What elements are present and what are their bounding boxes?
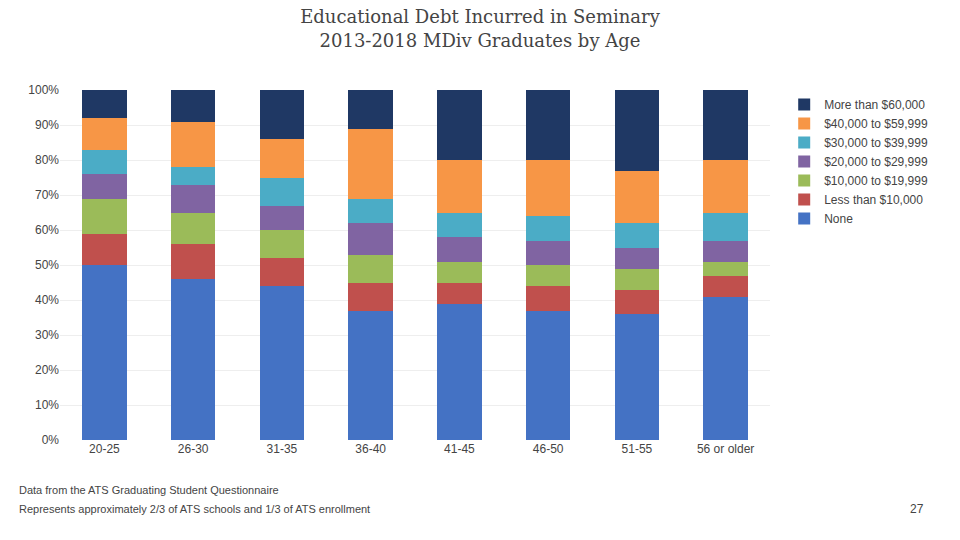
svg-text:27: 27: [910, 502, 924, 516]
svg-text:60%: 60%: [35, 223, 59, 237]
svg-text:36-40: 36-40: [355, 442, 386, 456]
svg-text:90%: 90%: [35, 118, 59, 132]
svg-text:31-35: 31-35: [267, 442, 298, 456]
svg-text:51-55: 51-55: [622, 442, 653, 456]
svg-text:$20,000 to $29,999: $20,000 to $29,999: [824, 155, 928, 169]
svg-text:None: None: [824, 212, 853, 226]
svg-text:100%: 100%: [28, 83, 59, 97]
svg-text:Less than $10,000: Less than $10,000: [824, 193, 923, 207]
svg-text:80%: 80%: [35, 153, 59, 167]
svg-text:56 or older: 56 or older: [697, 442, 754, 456]
svg-text:Represents approximately 2/3 o: Represents approximately 2/3 of ATS scho…: [19, 503, 370, 515]
svg-text:Data from the ATS Graduating S: Data from the ATS Graduating Student Que…: [19, 484, 279, 496]
svg-text:0%: 0%: [42, 433, 60, 447]
svg-text:20-25: 20-25: [89, 442, 120, 456]
svg-text:More than $60,000: More than $60,000: [824, 98, 925, 112]
svg-text:$30,000 to $39,999: $30,000 to $39,999: [824, 136, 928, 150]
svg-text:20%: 20%: [35, 363, 59, 377]
svg-text:40%: 40%: [35, 293, 59, 307]
svg-text:46-50: 46-50: [533, 442, 564, 456]
svg-text:41-45: 41-45: [444, 442, 475, 456]
svg-text:70%: 70%: [35, 188, 59, 202]
svg-text:50%: 50%: [35, 258, 59, 272]
svg-text:$40,000 to $59,999: $40,000 to $59,999: [824, 117, 928, 131]
svg-text:10%: 10%: [35, 398, 59, 412]
svg-text:$10,000 to $19,999: $10,000 to $19,999: [824, 174, 928, 188]
svg-text:26-30: 26-30: [178, 442, 209, 456]
svg-text:30%: 30%: [35, 328, 59, 342]
svg-text:Educational Debt Incurred in S: Educational Debt Incurred in Seminary201…: [300, 6, 661, 50]
